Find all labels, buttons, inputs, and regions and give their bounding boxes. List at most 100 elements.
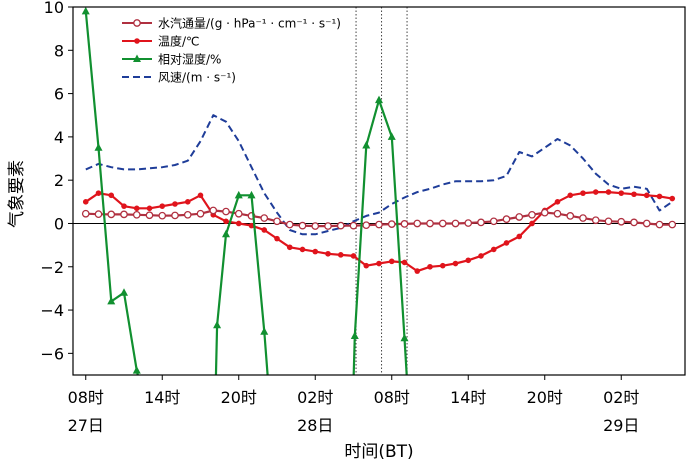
series-0-point [451,219,460,228]
series-1-point [350,253,357,259]
series-0-point [464,219,473,227]
series-1-point [478,253,484,259]
series-0-point [196,209,205,218]
series-0-point [132,210,141,219]
series-0-point [120,210,128,219]
series-0-point [285,220,294,229]
series-1-point [312,248,319,255]
series-0-point [540,208,549,217]
x-tick-label: 20时 [527,388,563,407]
series-0-point [642,219,651,228]
series-3 [85,114,673,236]
series-1-point [503,240,510,246]
series-0-point [489,217,498,226]
series-1-point [325,250,331,257]
axes: −6 −4 −2 0 2 4 6 8 10 08时 27日 14时 20时 02时 28日 08时 14时 20时… [40,0,639,435]
series-1-point [286,244,293,251]
series-0-point [260,214,269,222]
series-1-point [452,260,459,267]
y-tick-label: −6 [40,344,64,363]
series-1-point [172,201,178,207]
series-0-point [400,220,409,228]
legend-marker-2 [133,54,141,62]
legend: 水汽通量/(g · hPa⁻¹ · cm⁻¹ · s⁻¹) 温度/℃ 相对湿度/% 风… [122,16,341,85]
series-2-point [234,190,243,199]
series-0-point [298,221,307,230]
series-0-point [375,220,383,229]
legend-label-1: 温度/℃ [158,34,200,49]
y-tick-label: −4 [40,301,64,320]
series-1 [82,189,676,274]
series-0-point [171,211,179,220]
series-0-point [604,217,613,226]
series-2-point [362,141,371,149]
series-1-point [235,220,242,227]
series-1-point [133,205,140,212]
legend-label-3: 风速/(m · s⁻¹) [158,71,236,85]
series-0-point [81,209,90,218]
x-tick-label: 14时 [450,388,486,407]
series-0-point [145,211,154,220]
series-0-point [273,217,281,226]
series-2-point [120,288,128,296]
series-1-point [554,199,561,205]
series-0-point [668,220,677,229]
series-2-point [375,95,383,104]
y-tick-label: 2 [54,171,64,190]
series-1-point [669,195,676,202]
series-2-point [94,143,103,151]
series-1-point [146,205,153,212]
series-0-point [222,207,230,216]
y-axis-title: 气象要素 [7,160,27,228]
series-1-point [299,246,306,253]
series-0-point [94,210,103,219]
x-tick-label: 08时 [374,388,410,407]
series-0-point [413,219,422,228]
series-1-point [618,190,625,196]
series-1-point [197,192,204,199]
series-0-point [591,216,600,225]
series-1-point [465,257,472,264]
plot-frame [72,6,686,376]
series-1-point [414,268,421,274]
series-2-point [107,296,116,305]
x-tick-label: 02时 [297,388,333,407]
series-0-point [362,221,371,230]
series-1-point [592,189,599,195]
x-tick-date-label: 27日 [68,416,104,435]
series-0-point [502,215,511,223]
legend-label-2: 相对湿度/% [158,52,221,67]
series-1-point [82,199,89,205]
series-0-point [553,209,562,218]
series-1-point [427,263,433,270]
series-1-point [274,235,280,242]
series-1-point [95,190,102,196]
series-1-point [656,193,663,200]
series-1-point [631,191,637,198]
series-2-line [352,99,408,375]
legend-marker-1 [134,38,140,44]
series-0-point [349,221,358,230]
series-1-point [159,203,166,209]
x-tick-date-label: 29日 [603,416,639,435]
series-0-point [311,222,320,230]
y-tick-label: 0 [54,214,64,233]
series-0-point [183,210,192,219]
series-2-point [81,7,90,15]
x-tick-label: 02时 [603,388,639,407]
series-0-point [158,211,167,220]
series-3-line [85,114,673,236]
series-0-point [579,214,587,222]
x-axis-title: 时间(BT) [344,442,413,462]
series-0-point [477,218,485,227]
series-1-point [388,258,395,265]
series-1-point [363,262,370,269]
series-0-point [387,220,396,228]
series-layer [81,7,677,375]
series-2-point [247,190,256,199]
series-0-point [528,210,536,219]
x-tick-label: 14时 [144,388,180,407]
legend-marker-0 [133,19,141,27]
series-1-point [121,203,127,209]
